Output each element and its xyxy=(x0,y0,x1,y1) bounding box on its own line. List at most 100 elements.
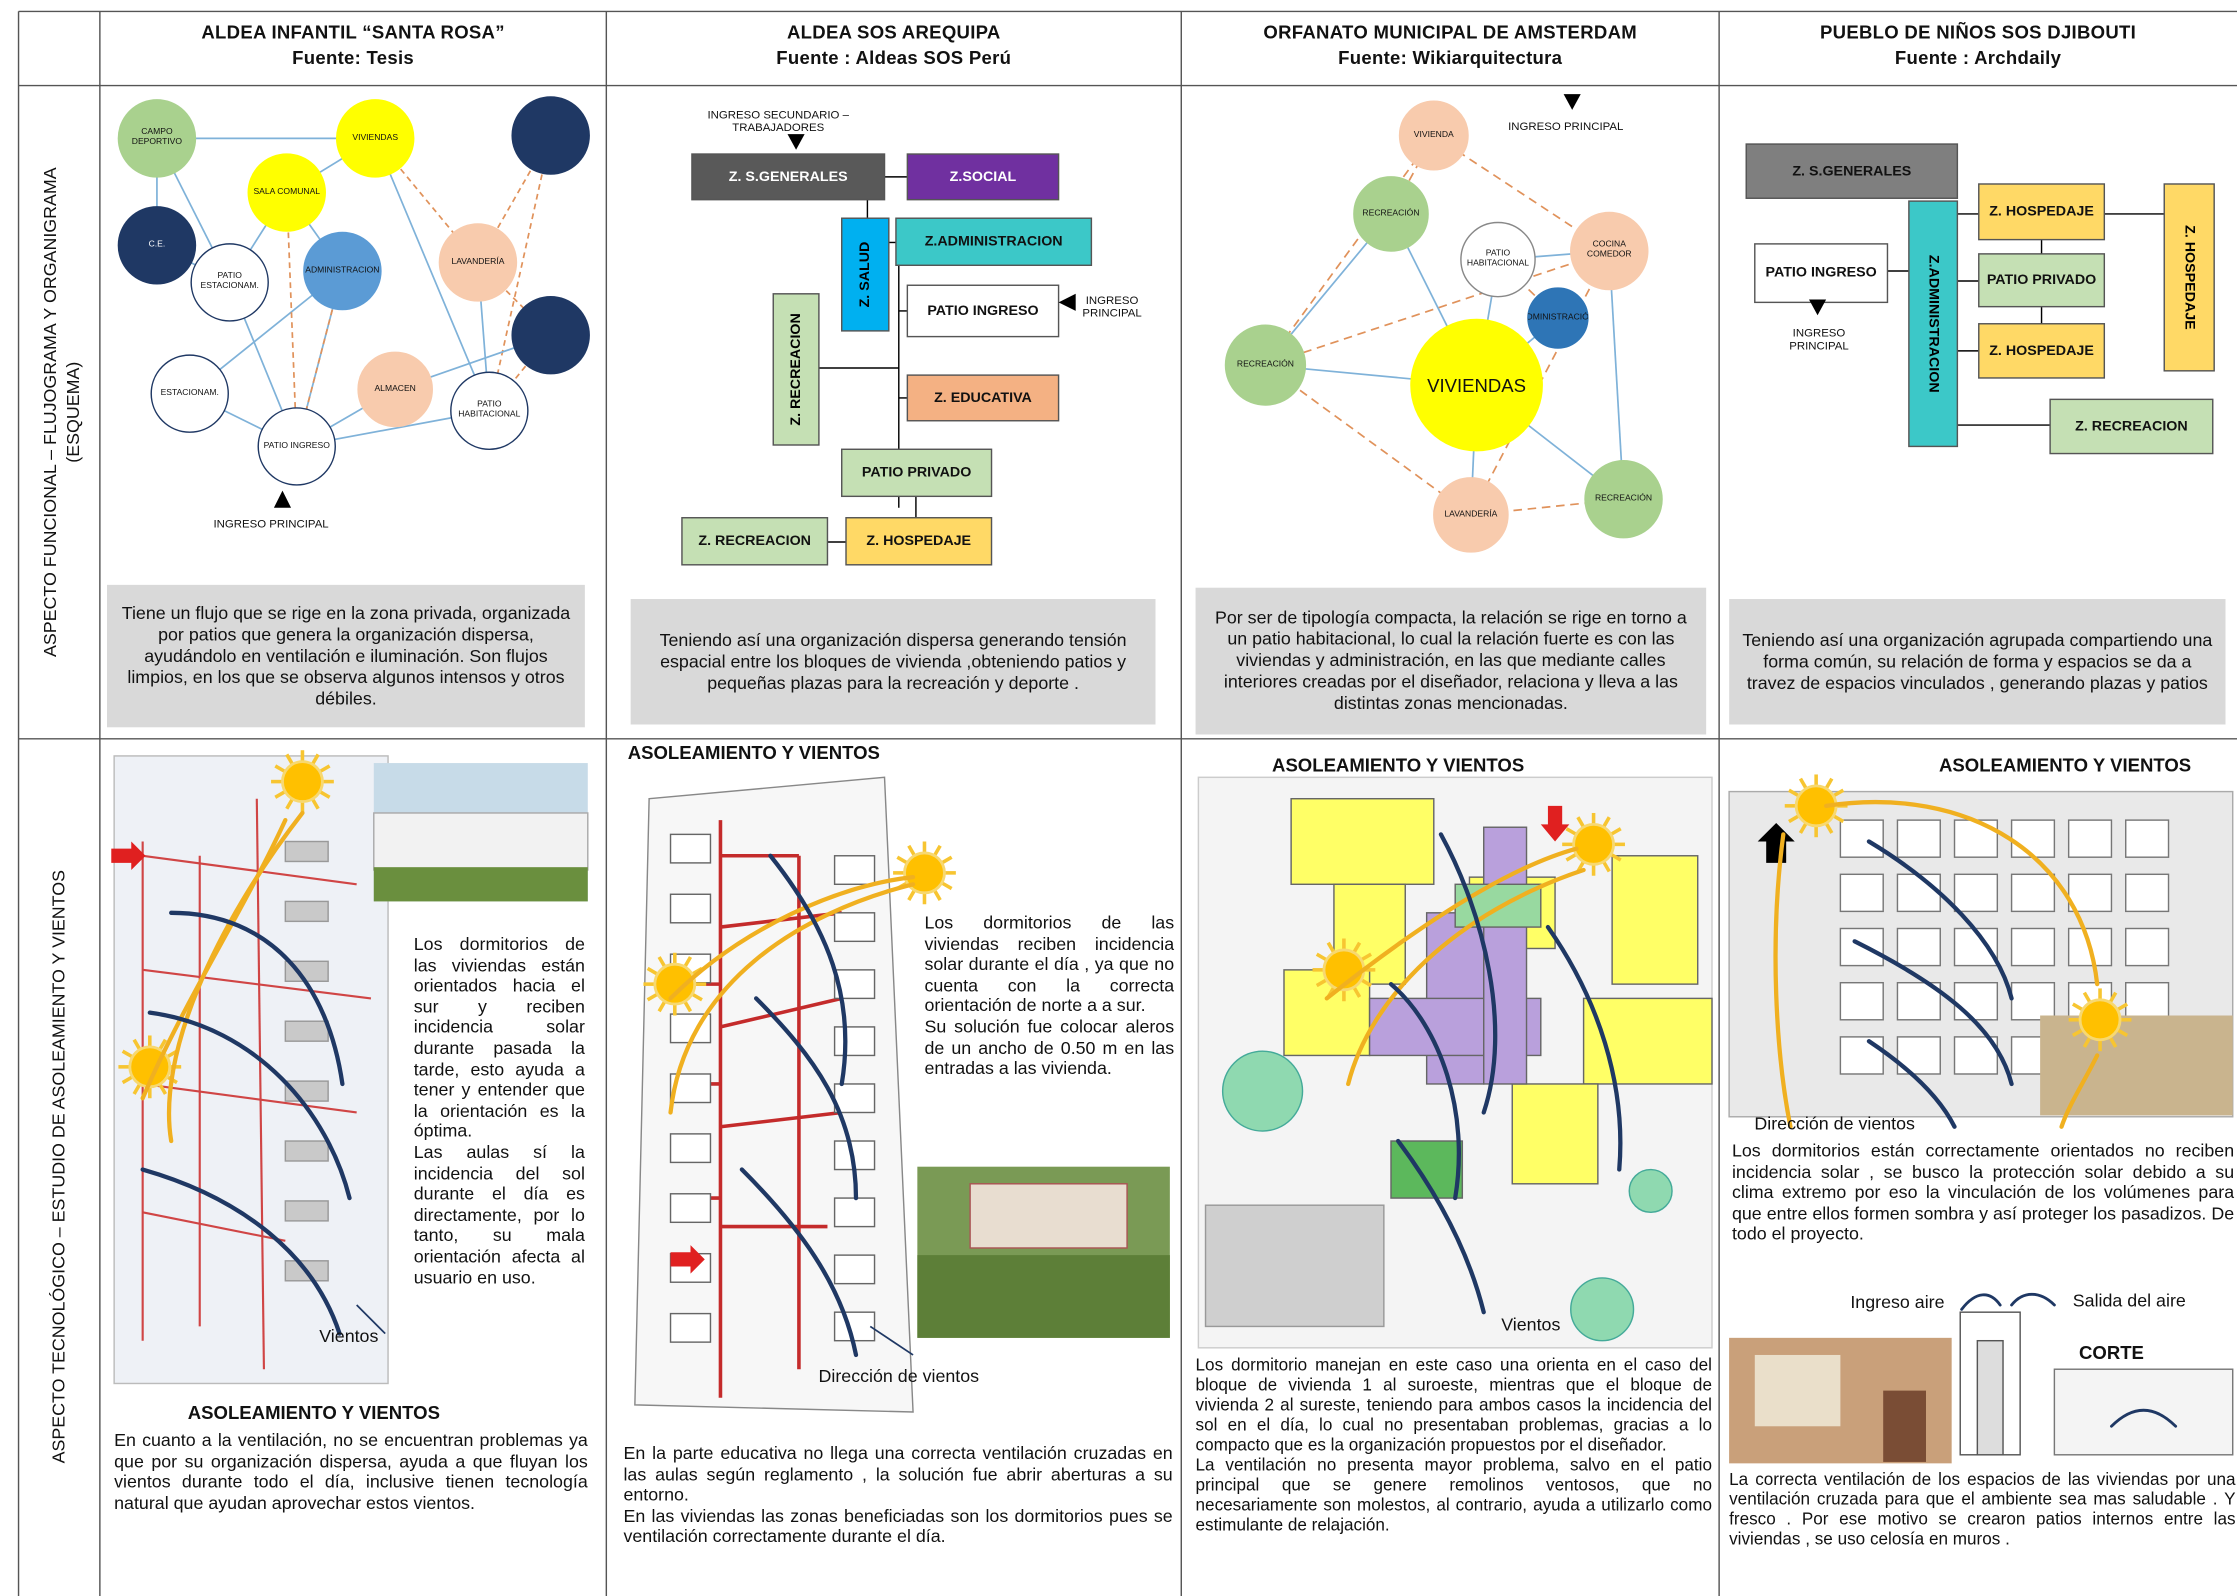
text-box: INGRESO PRINCIPAL xyxy=(1082,294,1141,320)
label: Dirección de vientos xyxy=(818,1366,980,1387)
wind-arrow xyxy=(147,1010,352,1201)
text-box: Los dormitorios están correctamente orie… xyxy=(1732,1141,2234,1244)
sun-ray xyxy=(310,753,320,766)
entrance-arrow xyxy=(1540,805,1570,842)
sun-ray xyxy=(1824,822,1834,834)
connector xyxy=(1265,250,1610,366)
text-box: Fuente : Aldeas SOS Perú xyxy=(776,46,1012,68)
sun-ray xyxy=(1609,827,1622,836)
node xyxy=(117,206,197,285)
zone-label: Z. HOSPEDAJE xyxy=(1989,203,2094,220)
photo xyxy=(1204,1204,1385,1328)
building xyxy=(1390,1140,1464,1199)
zone-label: Z.ADMINISTRACION xyxy=(1925,255,1941,393)
zone-box xyxy=(1978,253,2106,308)
node-label: SALA COMUNAL xyxy=(253,187,321,197)
text-box: ASOLEAMIENTO Y VIENTOS xyxy=(1272,753,1525,776)
text-box: Ingreso aire xyxy=(1850,1292,1944,1312)
building xyxy=(1839,1036,1884,1075)
sun-ray xyxy=(1798,822,1808,834)
text-box: La correcta ventilación de los espacios … xyxy=(1729,1469,2236,1549)
building xyxy=(2125,981,2170,1021)
photo xyxy=(917,1255,1170,1338)
node-label: VIVIENDA xyxy=(1413,130,1454,140)
sun-ray xyxy=(2071,1028,2084,1038)
node-label: LAVANDERÍA xyxy=(451,257,505,266)
text-box: PATIO PRIVADO xyxy=(862,465,971,481)
node xyxy=(438,223,518,302)
entrance-arrow xyxy=(1058,293,1076,311)
sun xyxy=(653,962,697,1006)
sun-ray xyxy=(121,1075,134,1085)
section-drawing xyxy=(2053,1368,2234,1456)
wind-arrow xyxy=(668,882,916,1115)
heading: ASOLEAMIENTO Y VIENTOS xyxy=(627,741,880,764)
text-box: PATIO HABITACIONAL xyxy=(458,400,521,420)
sun-ray xyxy=(132,1083,142,1095)
zone-label: Z. HOSPEDAJE xyxy=(2181,225,2197,330)
text-box: PATIO HABITACIONAL xyxy=(1466,249,1530,269)
text-box: PATIO INGRESO xyxy=(1765,265,1877,281)
label: Vientos xyxy=(319,1326,379,1347)
node-label: PATIO HABITACIONAL xyxy=(458,400,521,420)
sun-ray xyxy=(1565,852,1578,862)
body-text: En cuanto a la ventilación, no se encuen… xyxy=(114,1431,588,1559)
label: Salida del aire xyxy=(2072,1290,2186,1311)
sun-ray xyxy=(1315,952,1328,962)
wind-arrow xyxy=(1545,924,1623,1172)
description: Por ser de tipología compacta, la relaci… xyxy=(1195,587,1707,735)
building xyxy=(1839,981,1884,1021)
zone-box xyxy=(681,517,829,566)
sun-ray xyxy=(1565,827,1578,836)
description: Teniendo así una organización agrupada c… xyxy=(1729,599,2226,725)
zone-label: PATIO INGRESO xyxy=(1765,265,1877,281)
connector xyxy=(1264,134,1435,366)
zone-label: Z. RECREACION xyxy=(788,313,804,425)
sun-ray xyxy=(2108,1036,2118,1048)
sun-ray xyxy=(274,764,287,774)
heading: ASOLEAMIENTO Y VIENTOS xyxy=(1272,753,1525,776)
building xyxy=(833,1083,876,1114)
column-source: Fuente : Aldeas SOS Perú xyxy=(776,46,1012,68)
node-label: PATIO HABITACIONAL xyxy=(1466,249,1530,269)
zone-label: PATIO PRIVADO xyxy=(1986,272,2097,289)
column-title: ALDEA SOS AREQUIPA xyxy=(786,20,1001,43)
label: CORTE xyxy=(2078,1341,2144,1363)
paragraph: Los dormitorios de las viviendas están o… xyxy=(413,934,585,1142)
text-box: Fuente : Archdaily xyxy=(1895,46,2061,67)
node-label: C.E. xyxy=(148,240,166,249)
column-source: Fuente: Tesis xyxy=(292,46,415,68)
building xyxy=(833,1254,876,1285)
node xyxy=(1353,176,1429,252)
building xyxy=(2067,819,2113,858)
connector xyxy=(1470,498,1624,516)
building xyxy=(833,1197,876,1228)
node-label: RECREACIÓN xyxy=(1236,360,1294,369)
node xyxy=(1584,459,1663,539)
body-text: La correcta ventilación de los espacios … xyxy=(1729,1469,2236,1549)
text-box: ORFANATO MUNICIPAL DE AMSTERDAM xyxy=(1263,21,1636,42)
sun-ray xyxy=(158,1083,168,1095)
paragraph: Los dormitorios de las viviendas reciben… xyxy=(924,912,1175,1017)
zone-box xyxy=(841,217,890,332)
secondary-entrance-label: INGRESO SECUNDARIO – TRABAJADORES xyxy=(707,108,849,135)
sun-ray xyxy=(646,966,659,976)
node-label: ESTACIONAM. xyxy=(160,388,219,398)
sun-ray xyxy=(285,797,295,810)
wind-arrow xyxy=(2059,1053,2100,1129)
zone-label: Z. SALUD xyxy=(857,242,873,308)
sun-ray xyxy=(310,797,320,810)
zone-label: Z. EDUCATIVA xyxy=(934,390,1032,406)
building xyxy=(1290,798,1435,886)
zone-box xyxy=(1754,243,1889,304)
text-box: PATIO INGRESO xyxy=(264,441,330,450)
text-box: INGRESO PRINCIPAL xyxy=(213,517,328,530)
sun-ray xyxy=(646,992,659,1002)
text-box: En la parte educativa no llega una corre… xyxy=(623,1443,1172,1546)
zone-box xyxy=(2163,183,2215,372)
text-box: CORTE xyxy=(2078,1341,2144,1363)
sun-ray xyxy=(932,889,942,901)
sun-ray xyxy=(940,881,953,891)
text-box: En cuanto a la ventilación, no se encuen… xyxy=(114,1431,588,1559)
